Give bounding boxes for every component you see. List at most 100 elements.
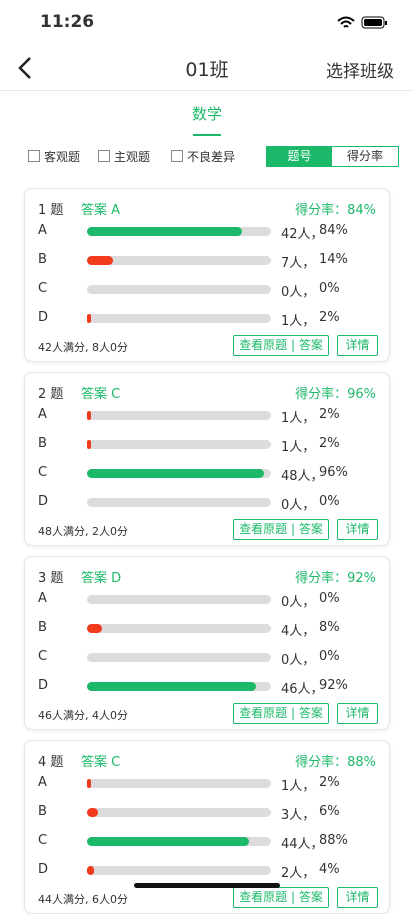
view-question-button[interactable]: 查看原题 | 答案 [233,519,329,540]
option-percent: 0% [319,281,340,296]
option-percent: 92% [319,678,348,693]
question-number: 1 题 [38,203,64,218]
option-percent: 2% [319,775,340,790]
filter-label: 客观题 [44,150,81,164]
filter-label: 主观题 [114,150,151,164]
option-percent: 84% [319,223,348,238]
option-percent: 0% [319,649,340,664]
detail-button[interactable]: 详情 [337,887,378,908]
answer: 答案 C [81,387,121,402]
option-count: 0人， [281,595,316,610]
option-count: 0人， [281,285,316,300]
option-label: B [38,436,47,451]
summary: 48人满分, 2人0分 [38,525,128,538]
question-number: 4 题 [38,755,64,770]
bar-track [87,314,271,323]
score-rate: 得分率：92% [295,571,376,586]
question-card: 3 题答案 D 得分率：92% A 0人， 0% B 4人， 8% C 0人， 0% D 46人， 92%… [24,556,390,730]
option-percent: 2% [319,407,340,422]
option-count: 1人， [281,440,316,455]
option-label: C [38,465,48,480]
option-count: 44人， [281,837,324,852]
status-icons [337,16,387,29]
answer: 答案 D [81,571,122,586]
bar-track [87,808,271,817]
question-number: 2 题 [38,387,64,402]
option-label: A [38,223,47,238]
bar-track [87,624,271,633]
view-question-button[interactable]: 查看原题 | 答案 [233,335,329,356]
option-percent: 96% [319,465,348,480]
question-card: 2 题答案 C 得分率：96% A 1人， 2% B 1人， 2% C 48人， 96% D 0人， 0%… [24,372,390,546]
option-count: 2人， [281,866,316,881]
tab-indicator [193,134,221,136]
segment[interactable]: 得分率 [346,149,383,163]
option-label: B [38,620,47,635]
bar-fill [87,227,242,236]
answer: 答案 C [81,755,121,770]
status-time: 11:26 [40,12,95,32]
bar-fill [87,866,95,875]
bar-fill [87,808,99,817]
bar-fill [87,256,113,265]
bar-track [87,595,271,604]
option-count: 42人， [281,227,324,242]
bar-track [87,256,271,265]
back-button[interactable] [16,56,36,80]
filter-checkbox[interactable]: 客观题 [28,148,80,165]
option-percent: 2% [319,310,340,325]
bar-track [87,779,271,788]
subject-tab[interactable]: 数学 [191,105,222,123]
checkbox[interactable] [171,150,183,162]
detail-button[interactable]: 详情 [337,703,378,724]
bar-track [87,653,271,662]
select-class[interactable]: 选择班级 [326,62,394,82]
option-count: 3人， [281,808,316,823]
bar-track [87,866,271,875]
view-question-button[interactable]: 查看原题 | 答案 [233,887,329,908]
bar-fill [87,469,264,478]
option-count: 0人， [281,498,316,513]
score-rate: 得分率：88% [295,755,376,770]
detail-button[interactable]: 详情 [337,519,378,540]
filter-checkbox[interactable]: 不良差异 [171,148,235,165]
option-label: D [38,494,49,509]
question-card: 1 题 答案 A 得分率：84% A 42人， 84% B 7人， 14% C 0人， 0% D 1人， 2… [24,188,390,362]
segment[interactable]: 题号 [267,147,332,166]
divider [0,90,414,91]
bar-fill [87,682,257,691]
option-label: C [38,281,48,296]
summary: 46人满分, 4人0分 [38,709,128,722]
option-count: 48人， [281,469,324,484]
bar-fill [87,411,91,420]
score-rate: 得分率：84% [295,203,376,218]
nav-title: 01班 [185,59,229,81]
bar-track [87,411,271,420]
summary: 42人满分, 8人0分 [38,341,128,354]
option-label: A [38,407,47,422]
bar-fill [87,314,91,323]
option-percent: 0% [319,591,340,606]
detail-button[interactable]: 详情 [337,335,378,356]
option-count: 46人， [281,682,324,697]
filter-label: 不良差异 [187,150,236,164]
option-percent: 88% [319,833,348,848]
checkbox[interactable] [28,150,40,162]
option-count: 0人， [281,653,316,668]
bar-fill [87,779,91,788]
segment-control: 题号 得分率 [266,146,399,167]
option-label: D [38,310,49,325]
score-rate: 得分率：96% [295,387,376,402]
checkbox[interactable] [98,150,110,162]
option-count: 1人， [281,779,316,794]
bar-track [87,498,271,507]
answer: 答案 A [81,203,121,218]
view-question-button[interactable]: 查看原题 | 答案 [233,703,329,724]
option-percent: 8% [319,620,340,635]
option-count: 1人， [281,411,316,426]
option-label: C [38,833,48,848]
option-count: 7人， [281,256,316,271]
option-label: B [38,252,47,267]
filter-checkbox[interactable]: 主观题 [98,148,150,165]
